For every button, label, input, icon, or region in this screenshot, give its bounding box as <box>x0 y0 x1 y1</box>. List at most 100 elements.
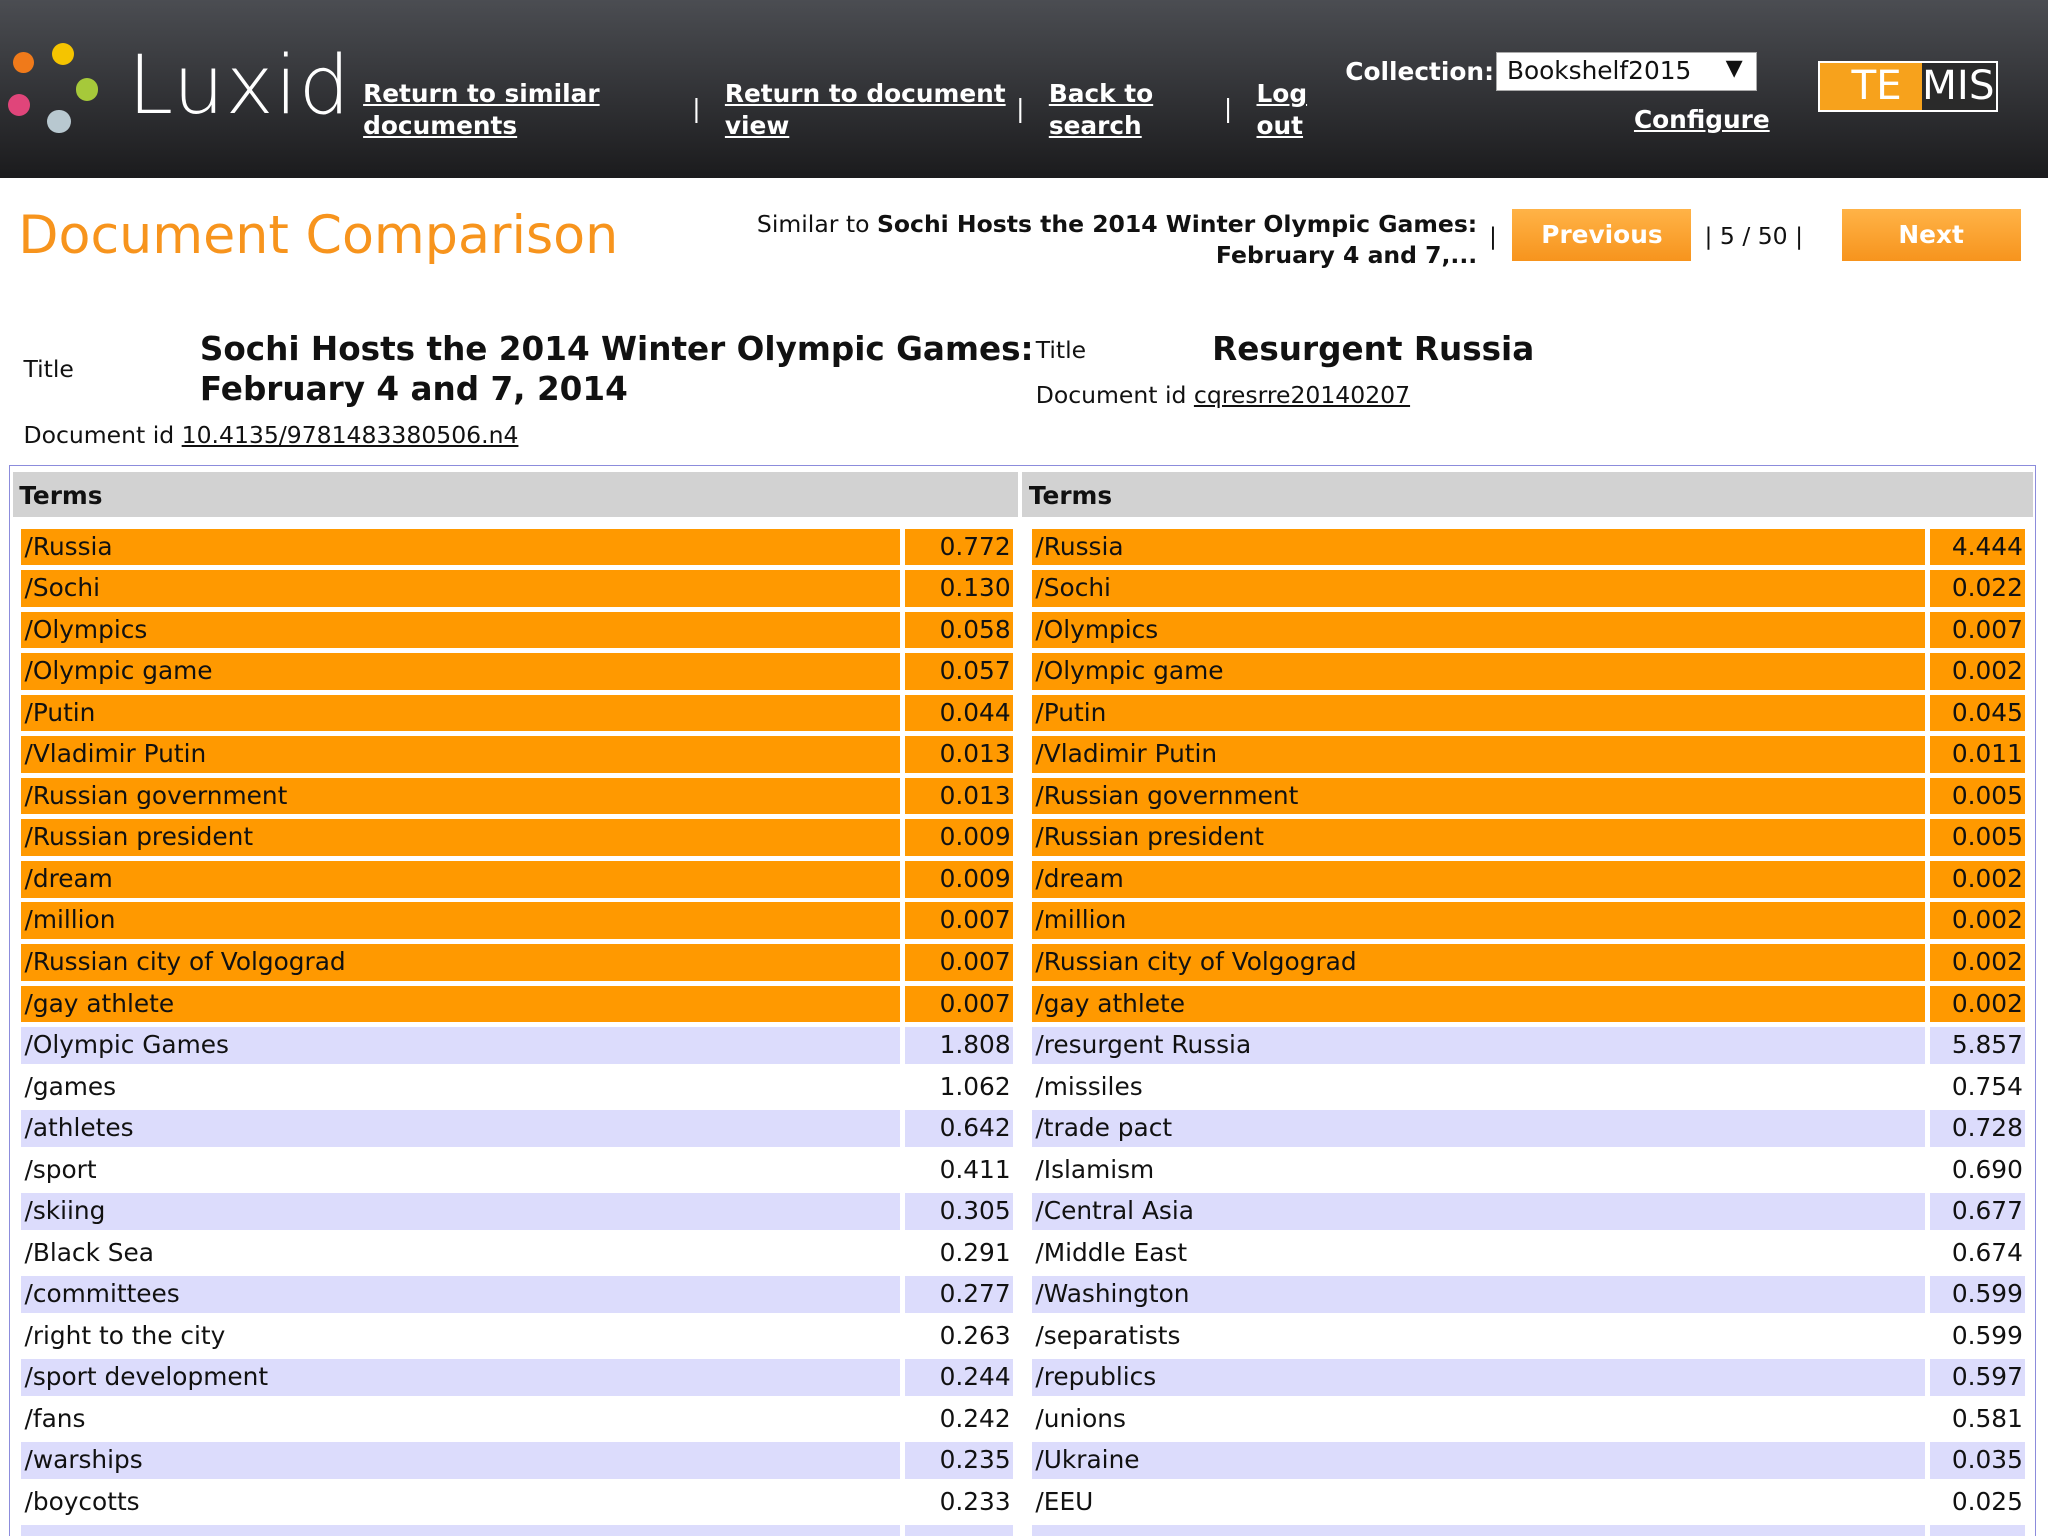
similar-to-text: Similar to Sochi Hosts the 2014 Winter O… <box>756 209 1478 270</box>
table-row: /fans 0.242/unions 0.581 <box>10 1400 2034 1438</box>
left-term: /Sochi <box>20 570 900 607</box>
left-score: 0.305 <box>904 1193 1014 1230</box>
right-term: /republics <box>1031 1359 1925 1396</box>
collection-label: Collection: <box>1345 57 1495 87</box>
left-score: 0.009 <box>904 860 1014 898</box>
separator: | <box>1223 94 1233 124</box>
right-term: /trade pact <box>1031 1110 1925 1147</box>
terms-comparison-table: Terms Terms /Russia 0.772/Russia 4.444/Soc… <box>9 464 2037 1536</box>
left-score: 0.233 <box>904 1483 1014 1521</box>
left-score: 0.007 <box>904 985 1014 1023</box>
back-to-search-link[interactable]: Back to search <box>1048 79 1154 140</box>
right-score: 0.007 <box>1930 611 2026 649</box>
configure-link[interactable]: Configure <box>1633 105 1770 135</box>
pagination-position: | 5 / 50 | <box>1704 222 1804 251</box>
left-term: /Olympic game <box>20 653 900 690</box>
right-score: 0.011 <box>1930 736 2026 773</box>
logo-dot <box>52 43 75 66</box>
right-score: 0.597 <box>1930 1359 2026 1396</box>
left-term: /gay athlete <box>20 985 900 1023</box>
right-term: /gay athlete <box>1031 985 1925 1023</box>
right-term: /Washington <box>1031 1276 1925 1313</box>
separator: | <box>692 94 701 124</box>
right-term: /million <box>1031 902 1925 940</box>
left-term: /Olympic Games <box>20 1027 900 1064</box>
table-row: /Olympic Games 1.808/resurgent Russia 5.85… <box>10 1027 2034 1064</box>
table-row: /Putin 0.044/Putin 0.045 <box>10 694 2034 732</box>
left-term: /committees <box>20 1276 900 1313</box>
next-button[interactable]: Next <box>1841 208 2021 262</box>
table-row: /Olympics 0.058/Olympics 0.007 <box>10 611 2034 649</box>
left-term: /million <box>20 902 900 940</box>
left-score: 0.009 <box>904 819 1014 856</box>
table-row: /Olympic game 0.057/Olympic game 0.002 <box>10 653 2034 690</box>
right-score: 0.005 <box>1930 819 2026 856</box>
right-term: /Middle East <box>1031 1234 1925 1272</box>
collection-value: Bookshelf2015 <box>1506 55 1692 85</box>
left-score: 0.263 <box>904 1317 1014 1355</box>
table-row <box>10 1525 2034 1536</box>
left-score: 0.642 <box>904 1110 1014 1147</box>
log-out-link[interactable]: Log out <box>1256 79 1308 140</box>
right-term: /Russian city of Volgograd <box>1031 944 1925 981</box>
right-term <box>1031 1525 1925 1536</box>
logo-dot <box>75 78 98 101</box>
right-score: 0.690 <box>1930 1151 2026 1189</box>
right-term: /Sochi <box>1031 570 1925 607</box>
table-row: /warships 0.235/Ukraine 0.035 <box>10 1442 2034 1479</box>
table-row: /million 0.007/million 0.002 <box>10 902 2034 940</box>
left-term: /Vladimir Putin <box>20 736 900 773</box>
dropdown-arrow-icon: ▼ <box>1725 54 1743 81</box>
left-term: /fans <box>20 1400 900 1438</box>
table-row: /gay athlete 0.007/gay athlete 0.002 <box>10 985 2034 1023</box>
return-to-similar-link[interactable]: Return to similar documents <box>363 79 600 140</box>
separator: | <box>1488 222 1497 251</box>
left-term: /right to the city <box>20 1317 900 1355</box>
table-row: /sport development 0.244/republics 0.597 <box>10 1359 2034 1396</box>
right-term: /separatists <box>1031 1317 1925 1355</box>
right-score: 0.022 <box>1930 570 2026 607</box>
left-term: /dream <box>20 860 900 898</box>
right-score: 0.045 <box>1930 694 2026 732</box>
table-row: /Russian city of Volgograd 0.007/Russian … <box>10 944 2034 981</box>
right-term: /Islamism <box>1031 1151 1925 1189</box>
return-to-document-link[interactable]: Return to document view <box>724 79 1006 140</box>
right-score: 0.754 <box>1930 1068 2026 1106</box>
left-term: /warships <box>20 1442 900 1479</box>
left-document-id-link[interactable]: 10.4135/9781483380506.n4 <box>181 420 519 449</box>
table-row: /committees 0.277/Washington 0.599 <box>10 1276 2034 1313</box>
collection-select[interactable]: Bookshelf2015 ▼ <box>1495 52 1757 92</box>
right-title-label: Title <box>1035 335 1087 364</box>
table-row: /Black Sea 0.291/Middle East 0.674 <box>10 1234 2034 1272</box>
left-term: /Russian city of Volgograd <box>20 944 900 981</box>
right-terms-header: Terms <box>1022 472 2034 517</box>
left-score: 0.130 <box>904 570 1014 607</box>
logo-dot <box>13 52 34 74</box>
right-score: 4.444 <box>1930 528 2026 566</box>
temis-logo: TE MIS <box>1818 61 1999 113</box>
table-row: /Russian president 0.009/Russian presiden… <box>10 819 2034 856</box>
left-score: 0.411 <box>904 1151 1014 1189</box>
right-score: 0.674 <box>1930 1234 2026 1272</box>
right-score: 5.857 <box>1930 1027 2026 1064</box>
table-row: /Russia 0.772/Russia 4.444 <box>10 528 2034 566</box>
left-score: 0.013 <box>904 777 1014 815</box>
right-score: 0.035 <box>1930 1442 2026 1479</box>
left-score: 0.057 <box>904 653 1014 690</box>
left-term: /Russian president <box>20 819 900 856</box>
left-score <box>904 1525 1014 1536</box>
right-term: /Russian government <box>1031 777 1925 815</box>
table-row: /athletes 0.642/trade pact 0.728 <box>10 1110 2034 1147</box>
table-row: /Sochi 0.130/Sochi 0.022 <box>10 570 2034 607</box>
left-score: 0.007 <box>904 944 1014 981</box>
right-score: 0.002 <box>1930 653 2026 690</box>
left-term: /Putin <box>20 694 900 732</box>
right-score: 0.599 <box>1930 1276 2026 1313</box>
right-document-id-link[interactable]: cqresrre20140207 <box>1193 381 1411 410</box>
right-term: /Russian president <box>1031 819 1925 856</box>
previous-button[interactable]: Previous <box>1512 208 1692 262</box>
right-term: /missiles <box>1031 1068 1925 1106</box>
right-score: 0.599 <box>1930 1317 2026 1355</box>
left-score: 1.062 <box>904 1068 1014 1106</box>
right-term: /resurgent Russia <box>1031 1027 1925 1064</box>
